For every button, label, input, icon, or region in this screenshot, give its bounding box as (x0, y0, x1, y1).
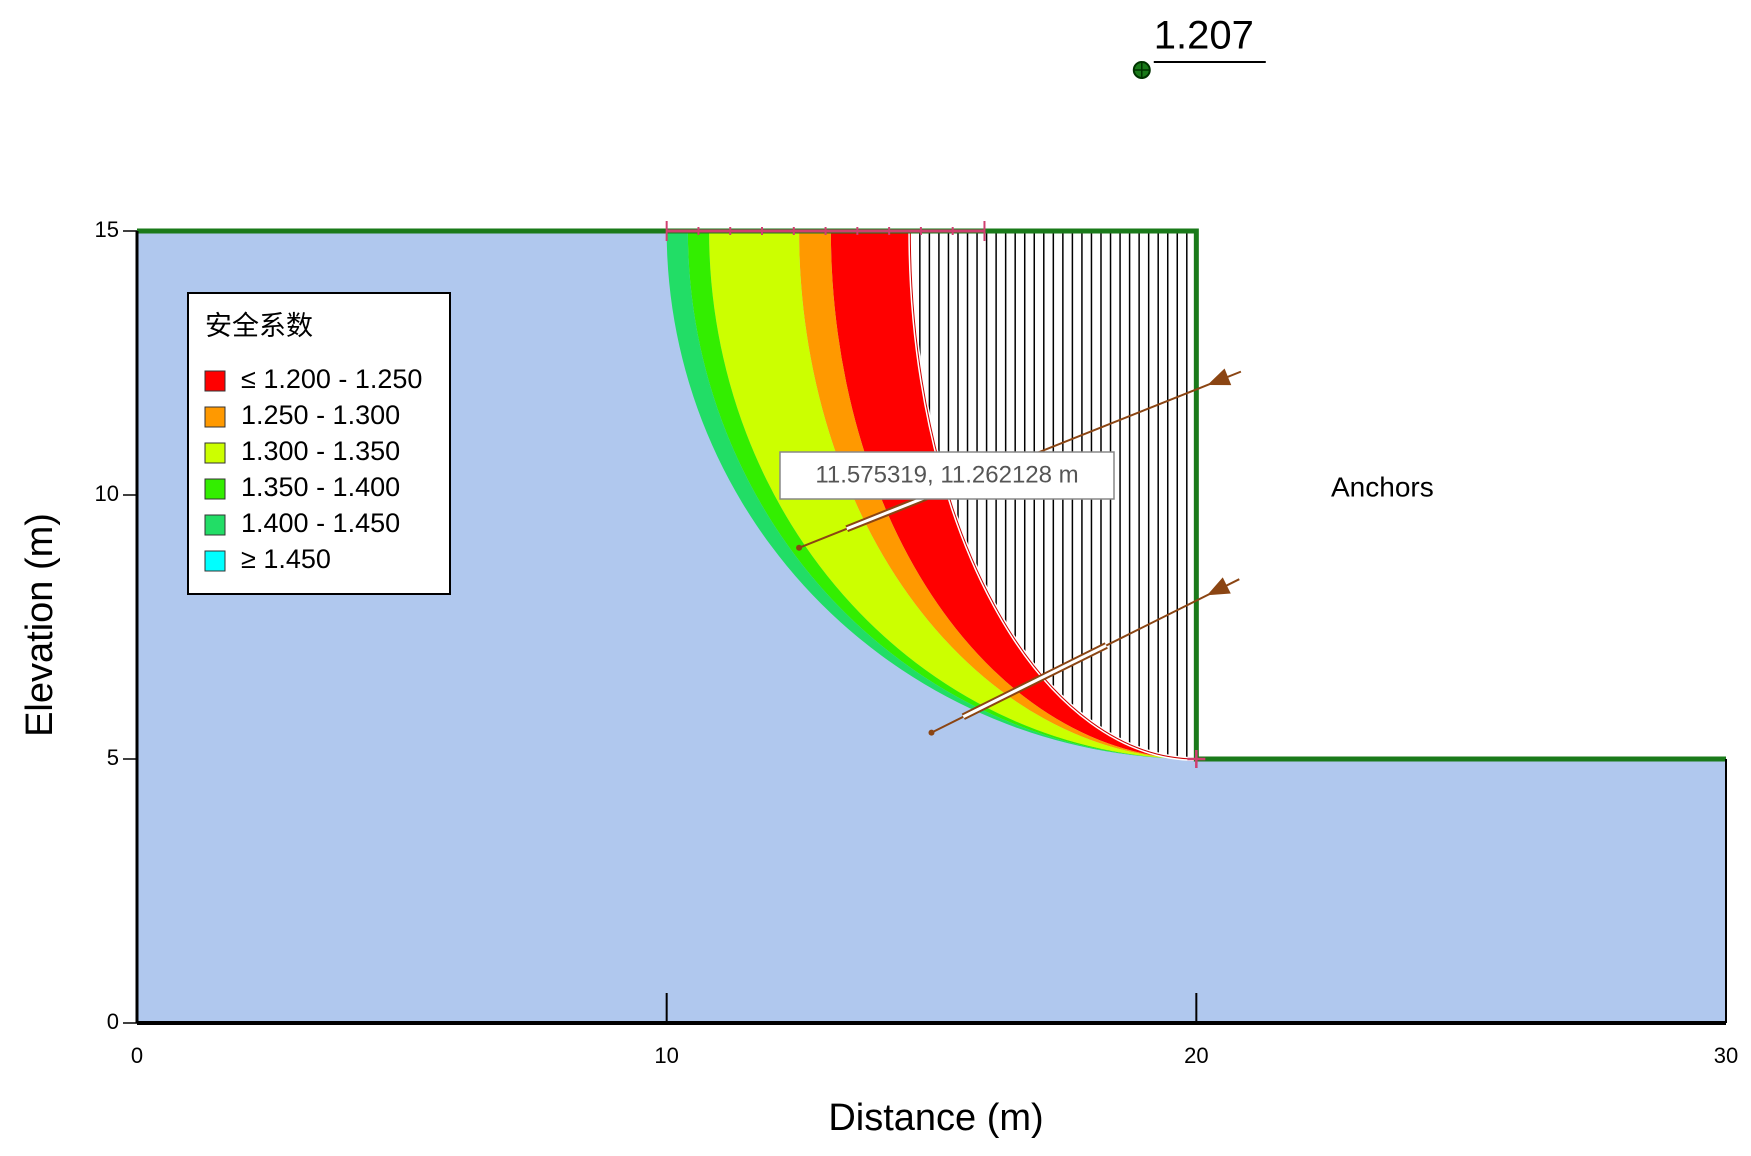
slip-surface-edge (909, 230, 1197, 760)
legend-label: ≥ 1.450 (241, 544, 331, 574)
legend-label: 1.250 - 1.300 (241, 400, 400, 430)
legend-swatch (204, 442, 226, 464)
x-tick-label: 20 (1184, 1043, 1208, 1068)
anchor-arrow (1207, 368, 1232, 386)
legend-title: 安全系数 (205, 311, 313, 341)
x-tick-label: 0 (131, 1043, 143, 1068)
critical-fos: 1.207 (1154, 14, 1254, 58)
exit-point (1187, 750, 1206, 768)
x-tick-label: 30 (1714, 1043, 1738, 1068)
legend-label: 1.300 - 1.350 (241, 436, 400, 466)
anchors-label: Anchors (1331, 471, 1434, 502)
tooltip-box (779, 451, 1115, 500)
anchor-arrow (1207, 577, 1231, 596)
legend-swatch (204, 370, 226, 392)
legend-swatch (204, 550, 226, 572)
x-axis-title: Distance (m) (828, 1097, 1043, 1139)
y-tick-label: 0 (107, 1009, 119, 1034)
y-tick-label: 10 (95, 481, 119, 506)
legend-label: 1.400 - 1.450 (241, 508, 400, 538)
anchor-end (928, 729, 935, 736)
anchor-bond-core (962, 644, 1107, 719)
critical-cross (1133, 61, 1150, 78)
legend-label: 1.350 - 1.400 (241, 472, 400, 502)
y-tick-label: 5 (107, 745, 119, 770)
anchor-end (796, 544, 803, 551)
legend-box (187, 292, 451, 595)
legend-swatch (204, 478, 226, 500)
x-tick-label: 10 (654, 1043, 678, 1068)
y-axis-title: Elevation (m) (19, 513, 61, 737)
legend-label: ≤ 1.200 - 1.250 (241, 364, 422, 394)
legend-swatch (204, 514, 226, 536)
y-tick-label: 15 (95, 217, 119, 242)
legend-swatch (204, 406, 226, 428)
tooltip-text: 11.575319, 11.262128 m (815, 461, 1078, 488)
anchor-bond-core (846, 495, 927, 531)
